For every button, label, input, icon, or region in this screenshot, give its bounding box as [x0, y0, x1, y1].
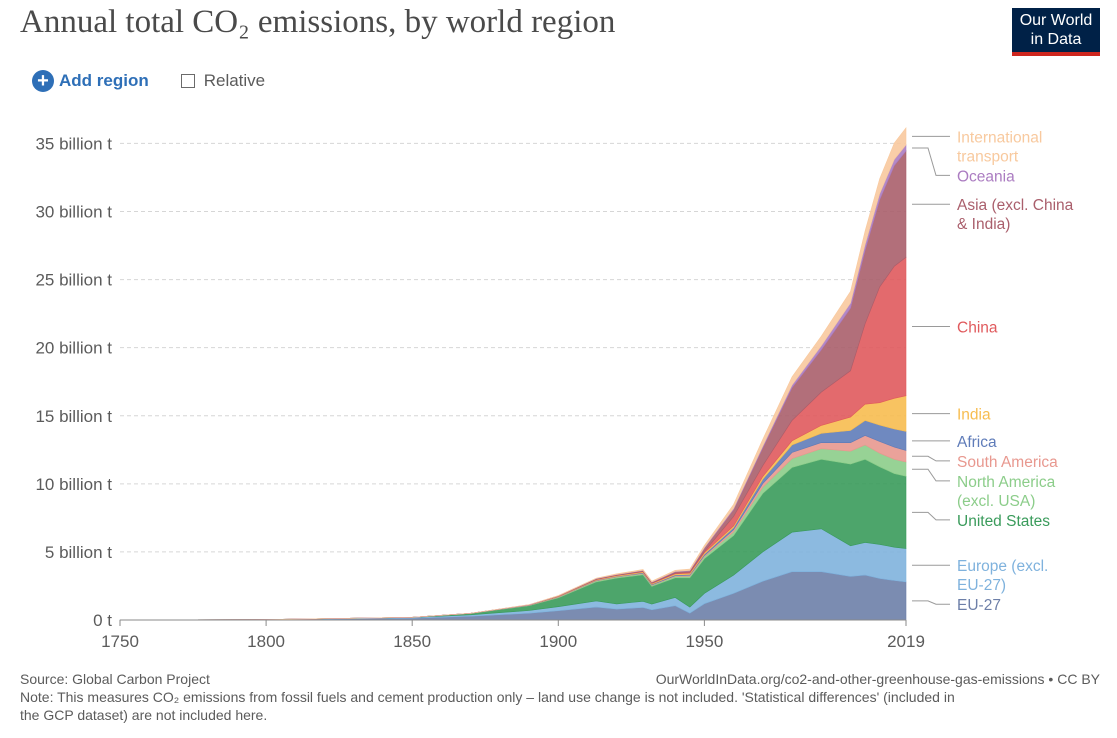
- source-text: Source: Global Carbon Project: [20, 671, 210, 687]
- axes: 0 t 5 billion t 10 billion t 15 billion t 20…: [35, 134, 924, 651]
- chart-controls: + Add region Relative: [32, 68, 265, 94]
- note-line-2: the GCP dataset) are not included here.: [20, 707, 268, 723]
- stacked-areas: [119, 127, 907, 621]
- x-tick-label: 1850: [393, 632, 431, 651]
- y-tick-label: 30 billion t: [35, 203, 112, 222]
- gridlines: [120, 142, 906, 553]
- note-line-1: Note: This measures CO₂ emissions from f…: [20, 689, 955, 705]
- legend-label-international-transport: International transport: [957, 129, 1042, 165]
- legend-label-asia-excl-china-india: Asia (excl. China & India): [957, 197, 1074, 233]
- legend-label-eu-27: EU-27: [957, 597, 1001, 614]
- relative-checkbox[interactable]: [180, 74, 195, 88]
- x-tick-label: 1950: [685, 632, 723, 651]
- add-region-button[interactable]: + Add region: [32, 70, 149, 92]
- legend-label-north-america-excl-usa: North America (excl. USA): [957, 474, 1056, 510]
- legend: International transport Oceania Asia (excl.…: [912, 129, 1074, 614]
- legend-label-africa: Africa: [957, 434, 997, 451]
- legend-label-oceania: Oceania: [957, 168, 1015, 185]
- source-url-link[interactable]: OurWorldInData.org/co2-and-other-greenho…: [655, 671, 1100, 687]
- x-tick-label: 2019: [887, 632, 925, 651]
- y-tick-label: 20 billion t: [35, 339, 112, 358]
- legend-label-europe-excl-eu-27: Europe (excl. EU-27): [957, 558, 1048, 594]
- add-region-label: Add region: [59, 71, 149, 90]
- legend-connector: [912, 147, 950, 176]
- legend-label-south-america: South America: [957, 454, 1058, 471]
- legend-connector: [912, 600, 950, 605]
- logo-line-2: in Data: [1030, 31, 1082, 48]
- y-tick-label: 0 t: [93, 611, 112, 630]
- relative-label: Relative: [203, 71, 266, 90]
- plus-circle-icon: +: [32, 70, 54, 92]
- y-tick-label: 10 billion t: [35, 475, 112, 494]
- y-tick-label: 15 billion t: [35, 407, 112, 426]
- legend-connector: [912, 455, 950, 462]
- legend-connector: [912, 468, 950, 482]
- legend-connector: [912, 511, 950, 521]
- legend-label-china: China: [957, 319, 998, 336]
- owid-logo[interactable]: Our World in Data: [1012, 8, 1100, 56]
- y-tick-label: 35 billion t: [35, 134, 112, 153]
- x-tick-label: 1750: [101, 632, 139, 651]
- legend-label-united-states: United States: [957, 513, 1050, 530]
- legend-label-india: India: [957, 407, 991, 424]
- area-international-transport: [119, 127, 907, 621]
- chart-title: Annual total CO₂ emissions, by world reg…: [20, 4, 616, 40]
- relative-toggle[interactable]: Relative: [180, 71, 266, 91]
- y-tick-label: 25 billion t: [35, 271, 112, 290]
- x-tick-label: 1900: [539, 632, 577, 651]
- logo-line-1: Our World: [1019, 12, 1093, 29]
- y-tick-label: 5 billion t: [45, 543, 112, 562]
- x-tick-label: 1800: [247, 632, 285, 651]
